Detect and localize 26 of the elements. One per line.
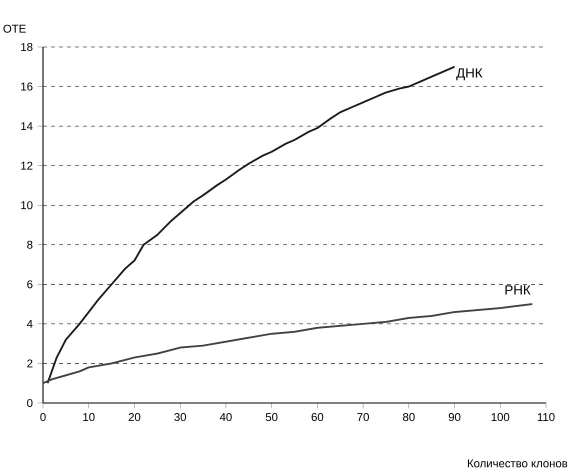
x-tick-label: 100: [492, 413, 510, 422]
y-tick-label: 4: [26, 320, 33, 328]
y-tick-label: 10: [21, 201, 33, 210]
x-tick-label: 10: [83, 413, 95, 422]
x-tick-label: 30: [174, 413, 186, 422]
series-label: ДНК: [456, 68, 482, 80]
y-tick-label: 18: [21, 42, 32, 51]
series-label: РНК: [505, 285, 531, 294]
x-tick-label: 40: [220, 413, 232, 422]
x-tick-label: 60: [312, 413, 324, 422]
y-tick-label: 8: [27, 240, 32, 249]
x-axis-title: Количество клонов: [468, 459, 568, 468]
y-tick-label: 2: [27, 359, 32, 368]
y-tick-label: 6: [27, 280, 32, 288]
x-tick-label: 110: [538, 413, 555, 422]
y-tick-label: 12: [21, 162, 32, 170]
y-tick-label: 14: [21, 122, 33, 130]
x-tick-label: 50: [266, 413, 278, 422]
y-tick-label: 16: [21, 82, 32, 91]
x-tick-label: 80: [403, 413, 415, 422]
x-tick-label: 20: [128, 413, 140, 422]
y-tick-label: 0: [27, 398, 33, 407]
x-tick-label: 0: [40, 413, 46, 422]
x-tick-label: 90: [448, 413, 460, 422]
y-axis-title: ОТЕ: [3, 24, 26, 33]
x-tick-label: 70: [357, 413, 369, 422]
